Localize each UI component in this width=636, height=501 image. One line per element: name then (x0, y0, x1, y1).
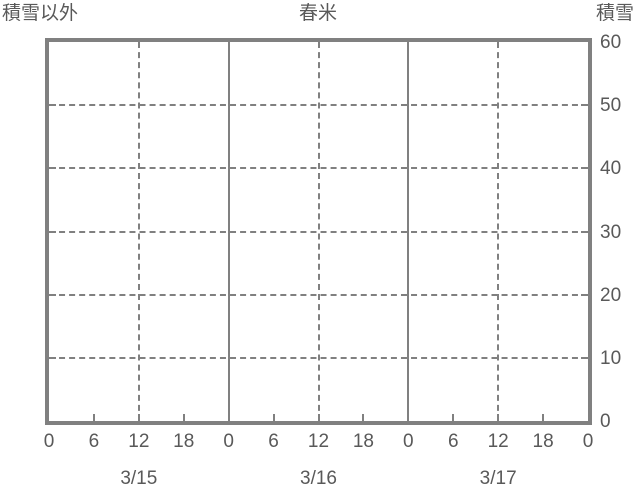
right-tick-label: 60 (600, 32, 622, 53)
tick-mark-right (581, 230, 588, 233)
plot-area (45, 38, 592, 425)
tick-mark-left (49, 230, 56, 233)
x-tick-label: 6 (88, 431, 100, 452)
tick-mark-bottom (137, 414, 140, 421)
x-tick-label: 6 (268, 431, 279, 452)
tick-mark-right (581, 356, 588, 359)
tick-mark-bottom (542, 414, 545, 421)
tick-mark-left (49, 293, 56, 296)
day-label: 3/17 (479, 468, 517, 489)
left-axis-title: 積雪以外 (2, 3, 79, 24)
x-tick-label: 18 (173, 431, 195, 452)
chart-title: 春米 (298, 3, 337, 24)
x-tick-label: 12 (128, 431, 150, 452)
day-label: 3/16 (300, 468, 337, 489)
gridline-day-boundary (227, 42, 230, 421)
x-tick-label: 12 (307, 431, 330, 452)
x-tick-label: 18 (352, 431, 374, 452)
right-tick-label: 10 (600, 347, 622, 369)
tick-mark-right (581, 167, 588, 170)
gridline-vertical (497, 42, 500, 421)
x-tick-label: 0 (43, 431, 55, 452)
tick-mark-bottom (227, 414, 230, 421)
tick-mark-bottom (317, 414, 320, 421)
x-tick-label: 0 (223, 431, 234, 452)
right-tick-label: 20 (600, 284, 622, 306)
tick-mark-right (581, 104, 588, 107)
tick-mark-bottom (497, 414, 500, 421)
x-tick-label: 0 (582, 431, 594, 452)
x-tick-label: 0 (403, 431, 414, 452)
gridline-vertical (137, 42, 140, 421)
tick-mark-bottom (407, 414, 410, 421)
tick-mark-left (49, 356, 56, 359)
gridline-vertical (317, 42, 320, 421)
tick-mark-bottom (362, 414, 365, 421)
tick-mark-bottom (92, 414, 95, 421)
x-tick-label: 18 (532, 431, 554, 452)
right-tick-label: 50 (600, 95, 622, 117)
tick-mark-bottom (182, 414, 185, 421)
right-tick-label: 0 (600, 411, 611, 432)
day-label: 3/15 (120, 468, 158, 489)
tick-mark-left (49, 104, 56, 107)
tick-mark-bottom (452, 414, 455, 421)
tick-mark-left (49, 167, 56, 170)
right-tick-label: 40 (600, 158, 622, 180)
gridline-day-boundary (407, 42, 410, 421)
right-tick-label: 30 (600, 221, 622, 243)
tick-mark-bottom (272, 414, 275, 421)
x-tick-label: 6 (447, 431, 459, 452)
plot-grid-layer (49, 42, 588, 421)
x-tick-label: 12 (487, 431, 509, 452)
tick-mark-right (581, 293, 588, 296)
right-axis-title: 積雪 (595, 3, 634, 24)
